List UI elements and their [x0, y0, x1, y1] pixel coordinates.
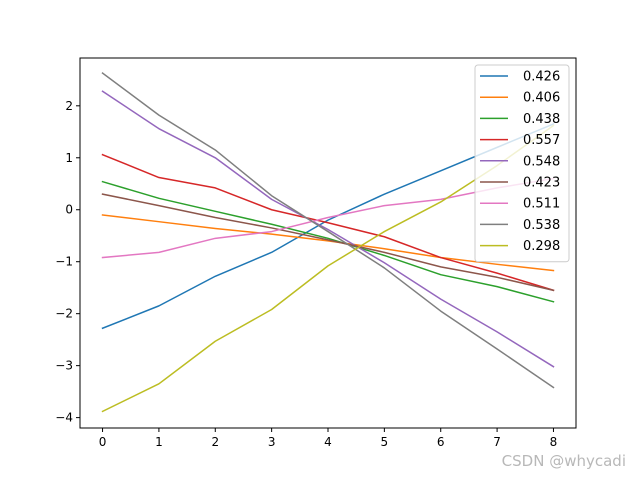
- series-line-7: [101, 72, 555, 389]
- y-tick-label: −1: [55, 255, 73, 269]
- legend-label: 0.548: [523, 154, 560, 169]
- legend-label: 0.511: [523, 197, 560, 212]
- y-tick-label: −4: [55, 411, 73, 425]
- legend-label: 0.438: [523, 112, 560, 127]
- x-tick-label: 7: [493, 435, 501, 449]
- y-axis: −4 −3 −2 −1 0 1 2: [55, 99, 80, 425]
- x-tick-label: 5: [381, 435, 389, 449]
- legend-label: 0.538: [523, 218, 560, 233]
- y-tick-label: 1: [65, 151, 73, 165]
- legend: 0.426 0.406 0.438 0.557 0.548 0.423 0.511 0.538…: [474, 64, 570, 263]
- y-tick-label: −2: [55, 307, 73, 321]
- legend-label: 0.423: [523, 176, 560, 191]
- legend-label: 0.557: [523, 133, 560, 148]
- x-tick-label: 1: [155, 435, 163, 449]
- x-tick-label: 4: [324, 435, 332, 449]
- legend-label: 0.426: [523, 70, 560, 85]
- x-tick-label: 3: [268, 435, 276, 449]
- x-tick-label: 2: [211, 435, 219, 449]
- series-line-2: [101, 180, 555, 303]
- legend-label: 0.298: [523, 239, 560, 254]
- x-axis: 0 1 2 3 4 5 6 7 8: [99, 428, 558, 449]
- x-tick-label: 0: [99, 435, 107, 449]
- legend-label: 0.406: [523, 91, 560, 106]
- y-tick-label: 0: [65, 203, 73, 217]
- legend-box: [474, 64, 570, 263]
- y-tick-label: 2: [65, 99, 73, 113]
- y-tick-label: −3: [55, 359, 73, 373]
- series-line-5: [101, 193, 555, 292]
- x-tick-label: 8: [550, 435, 558, 449]
- watermark: CSDN @whycadi: [501, 452, 626, 470]
- series-line-4: [101, 90, 555, 368]
- series-line-3: [101, 153, 555, 292]
- x-tick-label: 6: [437, 435, 445, 449]
